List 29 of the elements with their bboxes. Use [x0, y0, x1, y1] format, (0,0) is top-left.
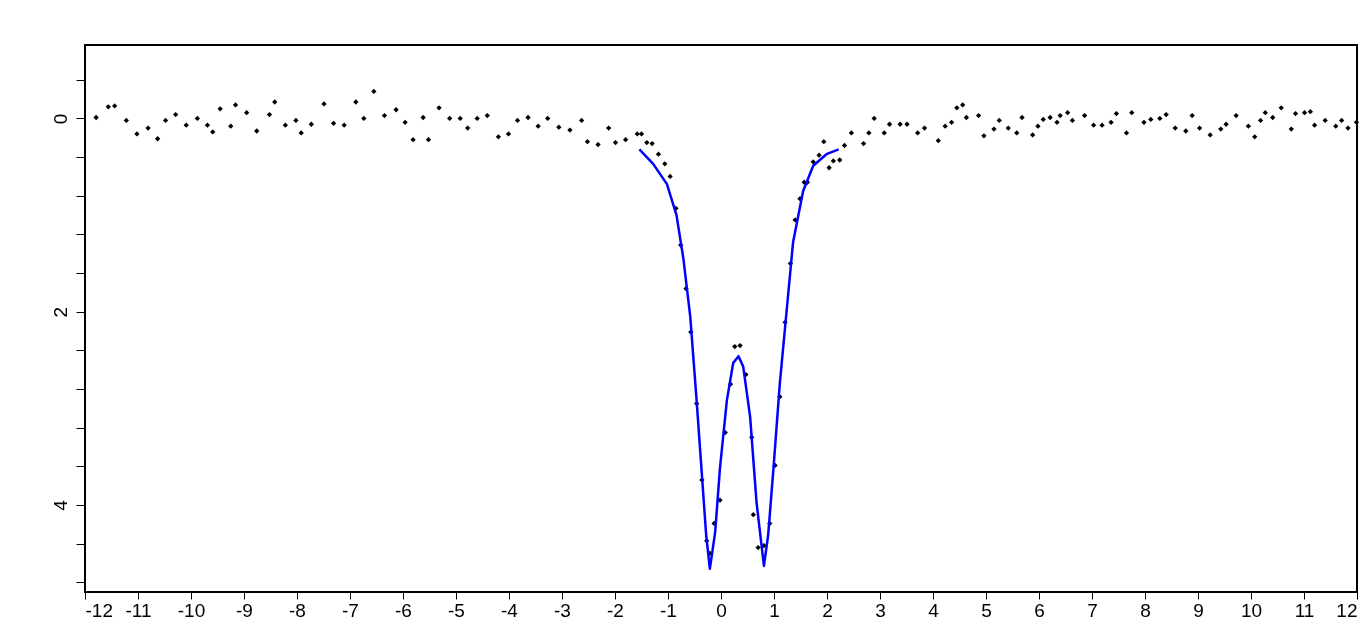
x-tick-label: 2 — [822, 599, 833, 621]
x-tick-label: 12 — [1336, 599, 1358, 621]
x-tick-label: 10 — [1240, 599, 1263, 621]
y-tick-label: 2 — [49, 306, 71, 318]
x-tick-label: -4 — [501, 599, 519, 621]
x-tick-label: 11 — [1294, 599, 1315, 621]
x-tick-label: -8 — [289, 599, 306, 621]
x-tick-label: -3 — [554, 599, 571, 621]
x-tick-label: -9 — [236, 599, 253, 621]
x-tick-label: -12 — [85, 599, 113, 621]
x-tick-label: -5 — [448, 599, 465, 621]
y-tick-label: 4 — [49, 499, 71, 511]
x-tick-label: -7 — [342, 599, 359, 621]
x-tick-label: 0 — [716, 599, 727, 621]
x-tick-label: -2 — [607, 599, 624, 621]
x-tick-label: 3 — [875, 599, 886, 621]
x-tick-label: -1 — [660, 599, 677, 621]
y-tick-label: 0 — [49, 113, 71, 125]
x-tick-label: 1 — [769, 599, 780, 621]
line-series — [638, 148, 840, 571]
x-tick-label: 4 — [928, 599, 940, 621]
x-tick-label: -11 — [125, 599, 152, 621]
x-tick-label: 7 — [1087, 599, 1098, 621]
x-tick-label: 9 — [1193, 599, 1204, 621]
x-tick-label: 8 — [1140, 599, 1151, 621]
x-tick-label: -6 — [395, 599, 412, 621]
x-tick-label: -10 — [177, 599, 206, 621]
x-tick-label: 5 — [981, 599, 992, 621]
x-tick-label: 6 — [1034, 599, 1045, 621]
